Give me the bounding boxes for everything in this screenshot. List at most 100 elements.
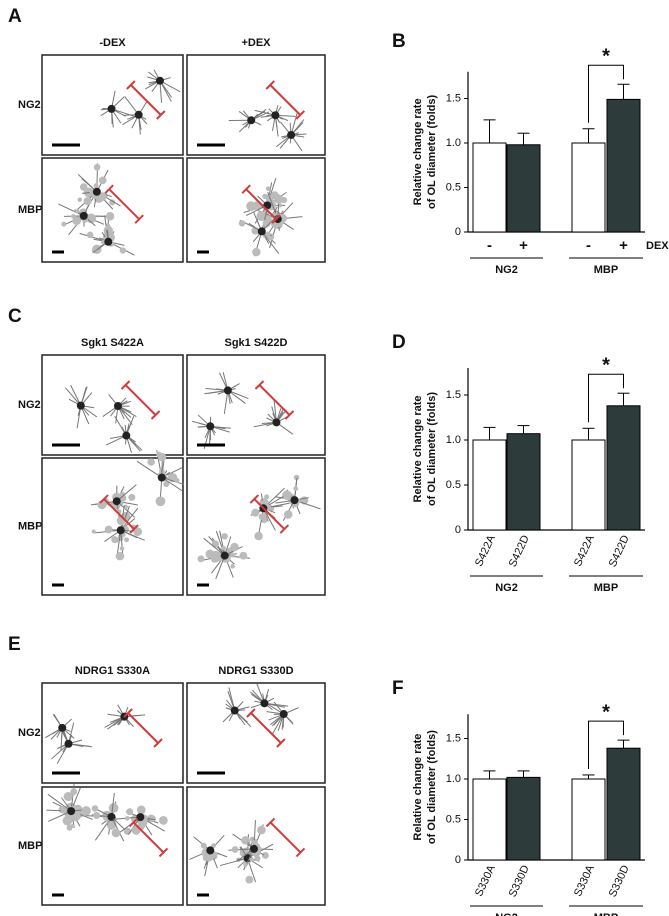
process	[262, 508, 276, 531]
speckle	[230, 542, 239, 552]
measure-cap	[128, 817, 139, 828]
group-label: MBP	[594, 912, 618, 916]
measure-cap	[265, 817, 276, 828]
process	[68, 215, 85, 236]
x-tick-label: S330D	[607, 863, 632, 899]
speckle	[261, 852, 269, 859]
micrograph	[186, 786, 326, 906]
bar	[571, 778, 606, 861]
micrograph	[41, 54, 184, 156]
x-tick-label: S422D	[507, 533, 532, 569]
y-tick-label: 1.0	[446, 137, 461, 149]
speckle	[61, 221, 67, 227]
soma	[257, 227, 266, 236]
bar	[506, 776, 541, 861]
speckle	[211, 843, 216, 849]
soma	[64, 739, 73, 748]
y-tick-label: 0.5	[446, 479, 461, 491]
speckle	[163, 480, 170, 488]
bar	[472, 142, 507, 233]
soma	[230, 706, 239, 715]
soma	[206, 422, 215, 431]
soma	[116, 526, 125, 535]
speckle	[136, 805, 146, 815]
measure-cap	[123, 708, 133, 718]
bar	[606, 98, 641, 233]
soma	[79, 211, 88, 220]
process	[219, 530, 226, 556]
speckle	[91, 805, 99, 812]
measure-cap	[153, 738, 163, 748]
speckle	[230, 563, 235, 569]
panel-letter: A	[8, 6, 22, 27]
y-tick-label: 0.5	[446, 813, 461, 825]
speckle	[105, 224, 112, 231]
significance-bracket	[588, 720, 624, 769]
panel-letter: B	[392, 31, 406, 52]
speckle	[128, 493, 136, 501]
soma	[107, 104, 116, 113]
y-tick-label: 1.5	[446, 732, 461, 744]
speckle	[200, 842, 207, 849]
speckle	[245, 875, 254, 884]
measure-cap	[265, 80, 275, 90]
group-label: MBP	[594, 264, 618, 276]
y-axis-label: of OL diameter (folds)	[426, 95, 438, 209]
x-tick-label: S422D	[607, 533, 632, 569]
speckle	[293, 486, 299, 491]
speckle	[77, 197, 83, 203]
speckle	[278, 203, 283, 208]
speckle	[197, 555, 205, 563]
speckle	[254, 855, 261, 862]
x-tick-label: -	[586, 237, 591, 254]
image-frame	[41, 354, 184, 456]
column-label: Sgk1 S422D	[225, 337, 288, 349]
image-frame	[186, 457, 326, 596]
bar	[506, 433, 541, 531]
speckle	[256, 211, 267, 222]
speckle	[264, 494, 270, 500]
speckle	[79, 183, 88, 191]
speckle	[246, 201, 257, 212]
measure-cap	[126, 80, 136, 90]
speckle	[258, 513, 266, 521]
group-label: NG2	[495, 912, 518, 916]
speckle	[216, 555, 223, 562]
process	[110, 792, 115, 817]
speckle	[243, 847, 249, 853]
speckle	[239, 551, 248, 560]
speckle	[133, 527, 143, 537]
measure-cap	[129, 524, 139, 534]
x-tick-label: +	[519, 237, 528, 254]
image-frame	[41, 682, 184, 784]
process	[215, 530, 226, 556]
speckle	[230, 552, 235, 558]
soma	[112, 497, 121, 506]
soma	[67, 807, 76, 816]
speckle	[243, 862, 248, 868]
bar	[571, 142, 606, 233]
bar	[472, 778, 507, 861]
micrograph	[186, 54, 326, 156]
y-axis-label: Relative change rate	[412, 98, 424, 205]
measure-cap	[254, 380, 265, 390]
speckle	[203, 853, 211, 862]
soma	[249, 844, 258, 853]
speckle	[83, 197, 92, 206]
measure-line	[269, 821, 302, 854]
soma	[223, 386, 232, 395]
y-tick-label: 0.5	[446, 181, 461, 193]
speckle	[283, 510, 293, 519]
measure-line	[250, 712, 282, 744]
row-label: MBP	[18, 520, 42, 532]
panel-letter: D	[392, 332, 406, 353]
micrograph	[41, 449, 184, 596]
speckle	[105, 212, 115, 221]
speckle	[211, 540, 220, 548]
measure-cap	[120, 380, 131, 390]
measure-line	[130, 84, 162, 116]
x-tick-label: S422A	[473, 533, 498, 569]
soma	[136, 813, 145, 822]
speckle	[108, 803, 119, 813]
